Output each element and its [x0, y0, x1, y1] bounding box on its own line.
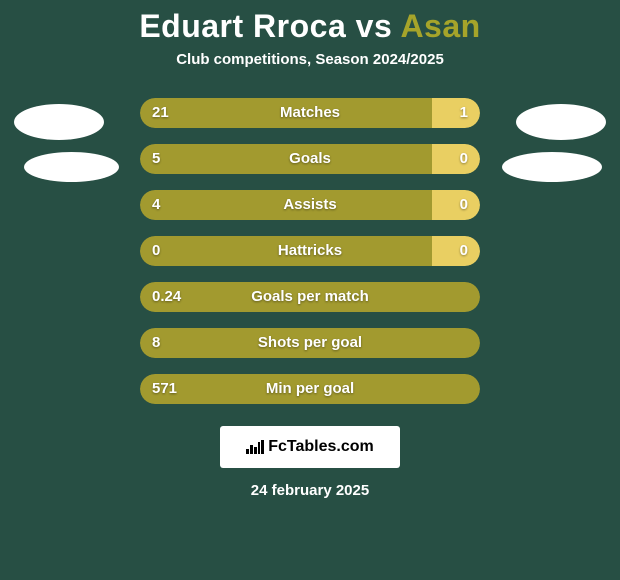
bar-value-left: 21 — [152, 98, 169, 128]
subtitle: Club competitions, Season 2024/2025 — [0, 51, 620, 68]
avatar-left-2 — [24, 152, 119, 182]
bar-label: Matches — [140, 98, 480, 128]
bar-value-right: 0 — [460, 190, 468, 220]
avatar-right-1 — [516, 104, 606, 140]
chart-icon — [246, 440, 264, 454]
stat-row-shots-per-goal: Shots per goal8 — [140, 328, 480, 358]
bar-label: Assists — [140, 190, 480, 220]
stat-row-min-per-goal: Min per goal571 — [140, 374, 480, 404]
title-player2: Asan — [400, 8, 480, 44]
comparison-container: Eduart Rroca vs Asan Club competitions, … — [0, 0, 620, 580]
bar-value-left: 4 — [152, 190, 160, 220]
bar-label: Goals per match — [140, 282, 480, 312]
bar-value-left: 0.24 — [152, 282, 181, 312]
stat-row-matches: Matches21 1 — [140, 98, 480, 128]
avatar-left-1 — [14, 104, 104, 140]
title-player1: Eduart Rroca — [139, 8, 346, 44]
stat-row-hattricks: Hattricks0 0 — [140, 236, 480, 266]
bar-label: Shots per goal — [140, 328, 480, 358]
bar-value-right: 1 — [460, 98, 468, 128]
bar-label: Goals — [140, 144, 480, 174]
page-title: Eduart Rroca vs Asan — [0, 0, 620, 45]
logo-text: FcTables.com — [268, 438, 374, 456]
bar-label: Min per goal — [140, 374, 480, 404]
title-vs: vs — [356, 8, 393, 44]
bar-value-right: 0 — [460, 236, 468, 266]
date-text: 24 february 2025 — [0, 482, 620, 499]
chart-area: Matches211Goals50Assists40Hattricks00Goa… — [0, 98, 620, 404]
bar-value-left: 0 — [152, 236, 160, 266]
bar-value-left: 5 — [152, 144, 160, 174]
stat-row-goals-per-match: Goals per match0.24 — [140, 282, 480, 312]
stat-row-assists: Assists4 0 — [140, 190, 480, 220]
stat-row-goals: Goals5 0 — [140, 144, 480, 174]
stat-bars: Matches211Goals50Assists40Hattricks00Goa… — [140, 98, 480, 404]
logo-box: FcTables.com — [220, 426, 400, 468]
avatar-right-2 — [502, 152, 602, 182]
bar-value-left: 571 — [152, 374, 177, 404]
bar-value-left: 8 — [152, 328, 160, 358]
bar-label: Hattricks — [140, 236, 480, 266]
bar-value-right: 0 — [460, 144, 468, 174]
